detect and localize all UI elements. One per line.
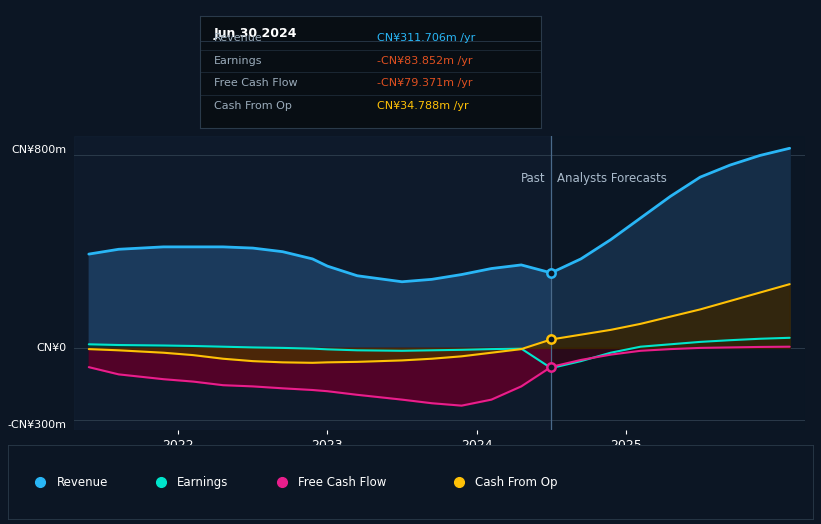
Text: -CN¥79.371m /yr: -CN¥79.371m /yr [378, 78, 473, 89]
Text: Cash From Op: Cash From Op [475, 476, 557, 488]
Text: -CN¥300m: -CN¥300m [7, 420, 67, 430]
Text: Earnings: Earnings [214, 56, 263, 66]
Text: CN¥34.788m /yr: CN¥34.788m /yr [378, 101, 469, 111]
Text: Revenue: Revenue [57, 476, 108, 488]
Text: Earnings: Earnings [177, 476, 228, 488]
Text: -CN¥83.852m /yr: -CN¥83.852m /yr [378, 56, 473, 66]
Text: CN¥311.706m /yr: CN¥311.706m /yr [378, 33, 475, 43]
Bar [74, 136, 551, 430]
Text: Past: Past [521, 172, 545, 185]
Text: Jun 30 2024: Jun 30 2024 [214, 27, 297, 40]
Text: Revenue: Revenue [214, 33, 263, 43]
Text: CN¥0: CN¥0 [36, 343, 67, 353]
Text: Free Cash Flow: Free Cash Flow [298, 476, 386, 488]
Text: Analysts Forecasts: Analysts Forecasts [557, 172, 667, 185]
Text: Free Cash Flow: Free Cash Flow [214, 78, 297, 89]
Text: Cash From Op: Cash From Op [214, 101, 291, 111]
Text: CN¥800m: CN¥800m [11, 146, 67, 156]
Bar [551, 136, 805, 430]
